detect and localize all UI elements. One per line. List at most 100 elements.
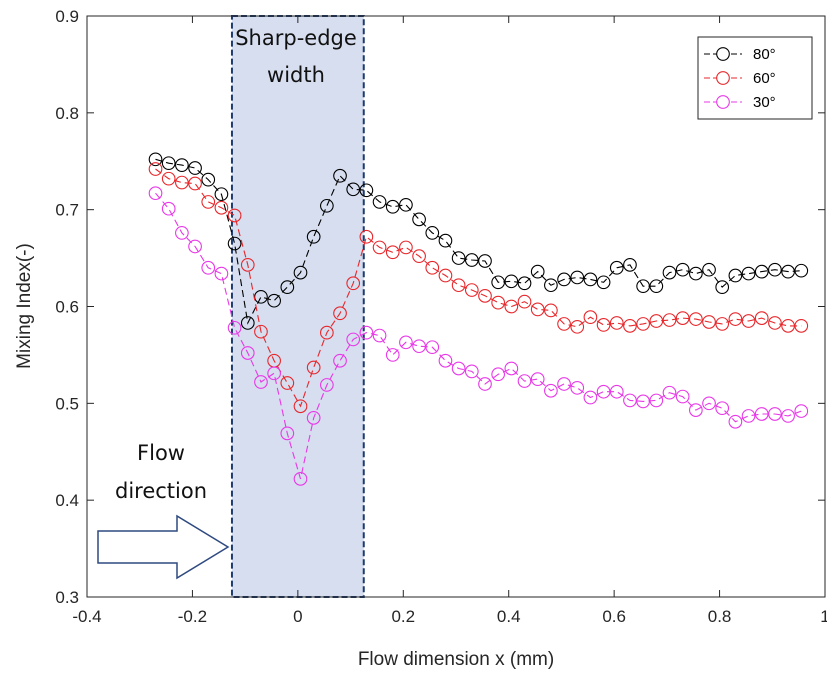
sharp-edge-region [230, 15, 365, 598]
data-point [596, 275, 611, 290]
data-point [425, 260, 440, 275]
data-point [662, 385, 677, 400]
arrow-label-line2: direction [115, 479, 207, 503]
data-point [320, 378, 334, 392]
x-tick-label: 1 [820, 607, 827, 626]
data-point [570, 319, 585, 334]
data-point [517, 276, 532, 291]
data-point [649, 279, 664, 294]
data-point [280, 280, 295, 294]
data-point [280, 376, 295, 390]
data-point [227, 236, 242, 251]
data-point [557, 272, 571, 287]
data-point [794, 263, 809, 278]
data-point [293, 399, 308, 414]
data-point [412, 249, 426, 263]
data-point [530, 372, 545, 386]
data-point [464, 253, 479, 267]
x-axis-label: Flow dimension x (mm) [358, 649, 554, 670]
arrow-label-line1: Flow [137, 441, 185, 465]
x-tick-label: -0.2 [178, 607, 207, 626]
data-point [359, 183, 374, 198]
data-point [491, 275, 506, 290]
data-point [728, 414, 743, 429]
data-point [425, 340, 440, 355]
data-point [583, 390, 598, 405]
data-point [214, 266, 229, 281]
data-point [478, 254, 492, 268]
data-point [175, 226, 189, 240]
data-point [623, 393, 637, 408]
data-point [504, 361, 519, 376]
data-point [702, 315, 716, 329]
x-tick-label: 0.4 [497, 607, 521, 626]
data-point [188, 161, 202, 175]
legend-label: 60° [753, 70, 776, 87]
data-point [346, 332, 361, 347]
x-tick-label: -0.4 [72, 607, 101, 626]
data-point [438, 268, 453, 283]
data-point [240, 316, 255, 330]
data-point [306, 360, 321, 375]
data-point [675, 311, 690, 325]
series-2 [148, 186, 809, 486]
data-point [412, 339, 426, 354]
x-tick-label: 0 [293, 607, 302, 626]
data-point [781, 264, 795, 279]
data-point [320, 325, 334, 340]
data-point [702, 262, 716, 277]
region-label-line1: Sharp-edge [235, 26, 357, 50]
y-tick-label: 0.9 [55, 7, 79, 26]
data-point [478, 377, 492, 391]
data-point [148, 152, 163, 167]
data-point [596, 384, 611, 399]
data-point [267, 293, 281, 308]
series-0 [148, 152, 809, 330]
y-tick-label: 0.5 [55, 394, 79, 413]
data-point [675, 389, 690, 404]
data-point [399, 240, 413, 255]
series-1 [148, 162, 809, 414]
series-layer [148, 152, 809, 486]
data-point [596, 318, 611, 332]
data-point [609, 316, 624, 330]
data-point [623, 258, 637, 272]
data-point [306, 229, 321, 244]
data-point [636, 279, 650, 294]
y-tick-label: 0.3 [55, 588, 79, 607]
x-tick-label: 0.8 [708, 607, 732, 626]
data-point [188, 176, 202, 191]
data-point [557, 377, 571, 391]
data-point [728, 312, 743, 326]
data-point [570, 270, 585, 285]
flow-direction-arrow-icon [97, 514, 230, 580]
data-point [715, 280, 730, 294]
data-point [359, 229, 374, 244]
data-point [504, 274, 519, 289]
data-point [148, 162, 163, 176]
data-point [781, 409, 795, 423]
data-point [583, 310, 598, 325]
data-point [715, 317, 730, 331]
data-point [609, 260, 624, 275]
data-point [359, 325, 374, 340]
data-point [544, 383, 558, 398]
data-point [715, 401, 730, 416]
data-point [675, 262, 690, 277]
data-point [741, 266, 756, 281]
data-point [768, 262, 782, 277]
legend-label: 80° [753, 46, 776, 63]
data-point [504, 299, 519, 314]
data-point [346, 182, 361, 197]
data-point [385, 348, 400, 362]
data-point [399, 335, 413, 350]
data-point [293, 472, 308, 486]
data-point [662, 265, 677, 280]
y-tick-label: 0.8 [55, 104, 79, 123]
data-point [372, 240, 387, 255]
legend-marker [716, 71, 730, 85]
data-point [557, 317, 571, 331]
data-point [491, 367, 506, 382]
data-point [306, 411, 321, 425]
